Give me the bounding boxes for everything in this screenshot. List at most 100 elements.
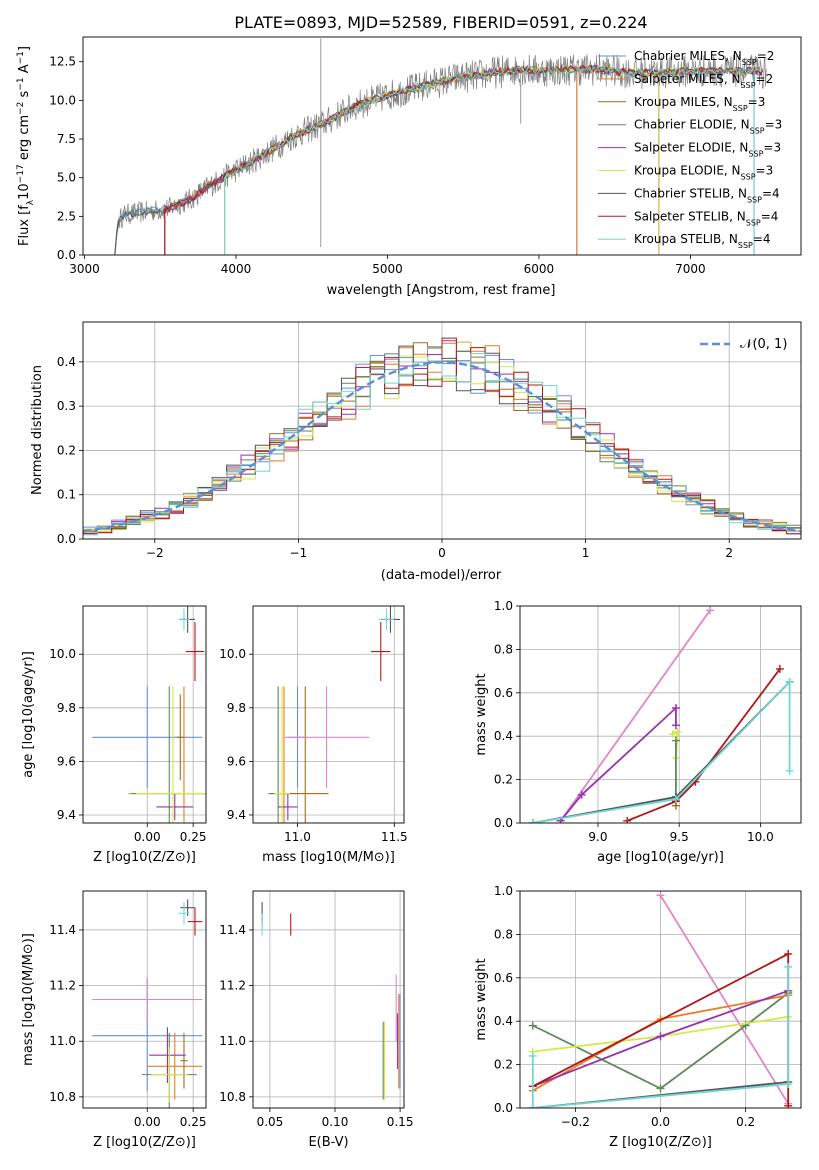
- x-tick-label: 10.0: [747, 830, 774, 844]
- y-tick-label: 5.0: [57, 171, 76, 185]
- y-tick-label: 1.0: [494, 599, 513, 613]
- y-tick-label: 0.3: [57, 399, 76, 413]
- y-tick-label: 0.0: [57, 248, 76, 262]
- panel-spectrum: 3000 4000 5000 6000 7000 0.0 2.5 5.0 7.5 10.0 12.5…: [16, 36, 802, 298]
- y-tick-label: 11.4: [49, 923, 76, 937]
- weight-marker: [784, 1101, 793, 1108]
- x-tick-label: −2: [146, 546, 164, 560]
- x-tick-label: 2: [725, 546, 733, 560]
- weight-marker: [671, 736, 680, 745]
- y-tick-label: 0.0: [494, 1101, 513, 1115]
- plot-area: [83, 891, 206, 1108]
- axes-frame: [82, 36, 802, 256]
- panel-age_Z: 0.00 0.25 9.4 9.6 9.8 10.0 Z [log10(Z/Z⊙)] age …: [21, 605, 207, 865]
- y-axis-label: Flux [fλ10−17 erg cm−2 s−1 A−1]: [16, 46, 36, 246]
- y-axis-label: mass [log10(M/M⊙)]: [21, 933, 36, 1066]
- y-tick-label: 0.2: [57, 443, 76, 457]
- x-axis-label: (data-model)/error: [381, 568, 502, 583]
- legend-label-chabrier_stelib: Chabrier STELIB, NSSP=4: [634, 186, 780, 204]
- axes-frame: [82, 605, 207, 824]
- y-tick-label: 11.4: [219, 923, 246, 937]
- weight-marker: [785, 766, 794, 775]
- weight-marker: [671, 703, 680, 712]
- x-tick-label: 0.25: [180, 1115, 207, 1129]
- y-tick-label: 11.0: [219, 1034, 246, 1048]
- y-tick-label: 0.8: [494, 927, 513, 941]
- legend-label-kroupa_elodie: Kroupa ELODIE, NSSP=3: [634, 164, 773, 182]
- weight-line: [532, 679, 791, 823]
- x-axis-label: age [log10(age/yr)]: [597, 850, 724, 865]
- weight-marker: [528, 1104, 537, 1108]
- y-tick-label: 11.2: [49, 979, 76, 993]
- y-tick-label: 7.5: [57, 132, 76, 146]
- panel-weight_age: 9.0 9.5 10.0 0.0 0.2 0.4 0.6 0.8 1.0 age [log10(a…: [474, 599, 802, 865]
- y-tick-label: 2.5: [57, 209, 76, 223]
- y-axis-label: age [log10(age/yr)]: [21, 651, 36, 778]
- x-tick-label: 0.00: [134, 1115, 161, 1129]
- x-tick-label: −0.2: [561, 1115, 590, 1129]
- y-tick-label: 9.4: [57, 808, 76, 822]
- x-axis-label: wavelength [Angstrom, rest frame]: [327, 283, 556, 298]
- x-tick-label: 6000: [524, 262, 555, 276]
- y-tick-label: 0.0: [494, 816, 513, 830]
- y-tick-label: 0.0: [57, 532, 76, 546]
- legend-label-kroupa_miles: Kroupa MILES, NSSP=3: [634, 95, 765, 113]
- plot-area: [253, 891, 404, 1108]
- weight-marker: [785, 677, 794, 686]
- weight-marker: [577, 790, 586, 799]
- x-tick-label: 0.00: [134, 830, 161, 844]
- weight-marker: [528, 1021, 537, 1030]
- y-axis-label: mass weight: [474, 958, 489, 1040]
- legend-label-normal: 𝒩(0, 1): [740, 337, 787, 352]
- legend-label-salpeter_elodie: Salpeter ELODIE, NSSP=3: [634, 141, 781, 159]
- y-tick-label: 1.0: [494, 884, 513, 898]
- x-tick-label: 0.10: [322, 1115, 349, 1129]
- axes-frame: [252, 605, 405, 824]
- x-tick-label: 0.15: [387, 1115, 414, 1129]
- x-axis-label: Z [log10(Z/Z⊙)]: [609, 1135, 712, 1150]
- weight-line: [532, 992, 789, 1090]
- weight-marker: [656, 1084, 665, 1093]
- y-tick-label: 10.0: [49, 93, 76, 107]
- weight-marker: [775, 664, 784, 673]
- plot-area: [520, 891, 801, 1108]
- y-tick-label: 10.8: [219, 1090, 246, 1104]
- y-tick-label: 0.8: [494, 642, 513, 656]
- y-tick-label: 9.8: [57, 701, 76, 715]
- y-tick-label: 9.4: [227, 808, 246, 822]
- weight-marker: [784, 1080, 793, 1089]
- y-tick-label: 10.8: [49, 1090, 76, 1104]
- x-tick-label: 0.2: [736, 1115, 755, 1129]
- plot-area: [114, 38, 767, 255]
- legend: Chabrier MILES, NSSP=2 Salpeter MILES, NS…: [598, 49, 782, 250]
- x-tick-label: 0.0: [651, 1115, 670, 1129]
- weight-line: [559, 609, 711, 822]
- x-tick-label: 5000: [372, 262, 403, 276]
- weight-line: [559, 705, 677, 822]
- x-tick-label: 1: [582, 546, 590, 560]
- y-tick-label: 9.6: [227, 754, 246, 768]
- x-tick-label: 0.05: [257, 1115, 284, 1129]
- x-tick-label: 4000: [221, 262, 252, 276]
- y-tick-label: 11.2: [219, 979, 246, 993]
- weight-marker: [671, 795, 680, 804]
- weight-marker: [706, 606, 715, 615]
- x-tick-label: 3000: [69, 262, 100, 276]
- weight-marker: [668, 730, 677, 739]
- y-tick-label: 0.4: [494, 729, 513, 743]
- hist-kroupa_stelib: [83, 353, 801, 536]
- x-tick-label: 11.5: [381, 830, 408, 844]
- axes-frame: [252, 890, 405, 1109]
- y-tick-label: 0.6: [494, 971, 513, 985]
- plot-area: [83, 606, 206, 823]
- x-axis-label: E(B-V): [308, 1135, 348, 1150]
- panel-mass_ebv: 0.05 0.10 0.15 10.8 11.0 11.2 11.4 E(B-V): [219, 890, 414, 1150]
- y-tick-label: 11.0: [49, 1034, 76, 1048]
- legend-label-chabrier_miles: Chabrier MILES, NSSP=2: [634, 49, 774, 67]
- x-tick-label: 9.5: [670, 830, 689, 844]
- y-tick-label: 0.4: [494, 1014, 513, 1028]
- weight-marker: [656, 891, 665, 900]
- legend-label-salpeter_stelib: Salpeter STELIB, NSSP=4: [634, 209, 778, 227]
- axes-frame: [519, 605, 802, 824]
- weight-marker: [528, 819, 537, 823]
